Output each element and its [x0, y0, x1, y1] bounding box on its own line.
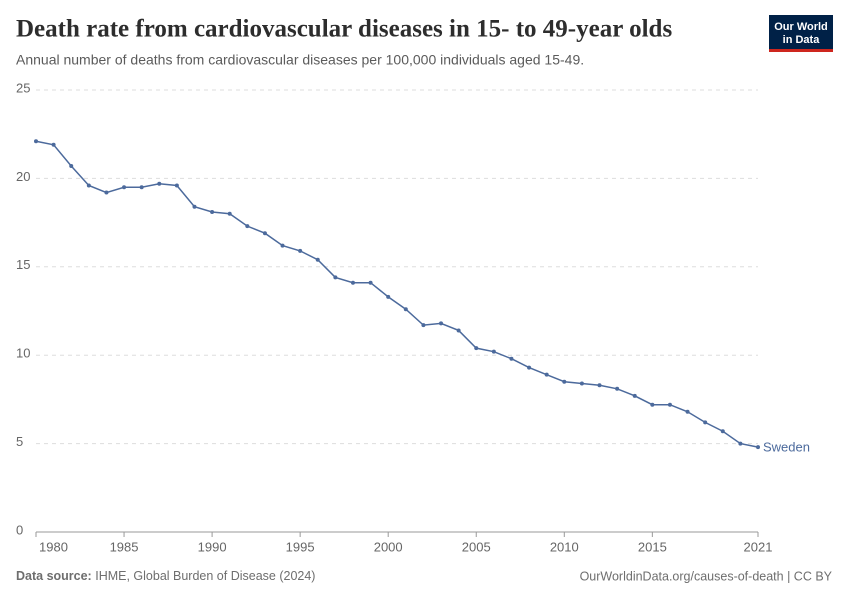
point — [210, 209, 215, 214]
x-tick-label: 2000 — [374, 539, 403, 554]
point — [685, 409, 690, 414]
point — [34, 139, 38, 144]
point — [509, 356, 514, 361]
point — [738, 441, 743, 446]
point — [192, 204, 197, 209]
point — [562, 379, 567, 384]
point — [650, 402, 655, 407]
point — [456, 328, 461, 333]
line — [35, 140, 759, 448]
x-tick-label: 1985 — [110, 539, 139, 554]
point — [597, 383, 602, 388]
url[interactable]: OurWorldinData.org/causes-of-death | CC … — [580, 569, 833, 583]
logo-text: in Data — [783, 34, 821, 46]
point — [403, 307, 408, 312]
point — [86, 183, 91, 188]
point — [667, 402, 672, 407]
point — [262, 231, 267, 236]
y-tick-label: 10 — [16, 346, 30, 361]
source-text: IHME, Global Burden of Disease (2024) — [95, 569, 315, 583]
point — [280, 243, 285, 248]
point — [51, 142, 56, 147]
point — [350, 280, 355, 285]
logo[interactable] — [769, 15, 833, 52]
point — [544, 372, 549, 377]
point — [298, 248, 303, 253]
logo-text: Our World — [774, 21, 828, 33]
point — [615, 386, 620, 391]
source: Data source: IHME, Global Burden of Dise… — [16, 569, 315, 583]
point — [632, 393, 637, 398]
x-tick-label: 2010 — [550, 539, 579, 554]
x-tick-label: 2015 — [638, 539, 667, 554]
x-tick-label: 2005 — [462, 539, 491, 554]
point — [491, 349, 496, 354]
point — [174, 183, 179, 188]
point — [421, 323, 426, 328]
point — [122, 185, 127, 190]
point — [579, 381, 584, 386]
point — [527, 365, 532, 370]
chart-subtitle: Annual number of deaths from cardiovascu… — [16, 52, 584, 68]
point — [439, 321, 444, 326]
y-tick-label: 20 — [16, 169, 30, 184]
source-label: Data source: — [16, 569, 92, 583]
point — [227, 211, 232, 216]
point — [104, 190, 109, 195]
point — [720, 429, 725, 434]
point — [157, 181, 162, 186]
point — [315, 257, 320, 262]
logo-bar — [769, 49, 833, 52]
chart-title: Death rate from cardiovascular diseases … — [16, 16, 672, 43]
y-tick-label: 0 — [16, 522, 23, 537]
point — [69, 164, 74, 169]
point — [333, 275, 338, 280]
x-tick-label: 2021 — [744, 539, 773, 554]
point — [474, 346, 479, 351]
x-tick-label: 1990 — [198, 539, 227, 554]
point — [139, 185, 144, 190]
point — [245, 224, 250, 229]
x-tick-label: 1980 — [39, 539, 68, 554]
y-tick-label: 25 — [16, 80, 30, 95]
x-tick-label: 1995 — [286, 539, 315, 554]
point — [386, 294, 391, 299]
point — [368, 280, 373, 285]
y-tick-label: 15 — [16, 257, 30, 272]
point — [703, 420, 708, 425]
series-label: Sweden — [763, 440, 810, 455]
point — [756, 445, 760, 450]
y-tick-label: 5 — [16, 434, 23, 449]
